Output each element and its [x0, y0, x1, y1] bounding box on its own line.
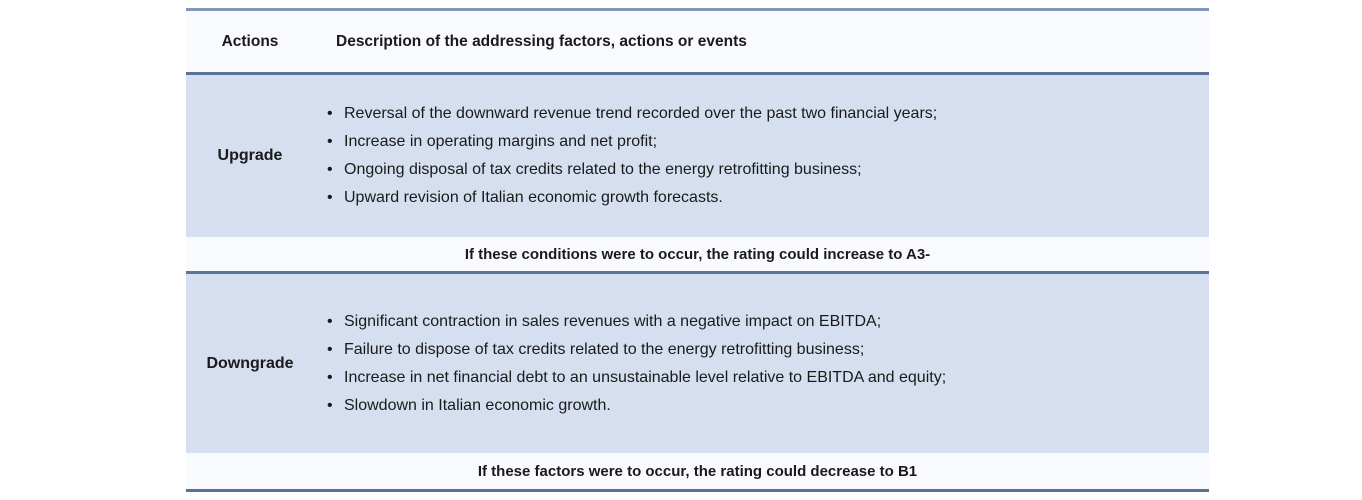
table-bottom-rule: [186, 489, 1209, 492]
downgrade-bullet-3: Increase in net financial debt to an uns…: [314, 364, 946, 392]
upgrade-bottom-rule: [186, 271, 1209, 274]
upgrade-label: Upgrade: [217, 147, 283, 164]
header-actions-cell: Actions: [221, 32, 279, 50]
header-description-cell: Description of the addressing factors, a…: [336, 32, 747, 50]
downgrade-bullet-list: Significant contraction in sales revenue…: [314, 308, 946, 420]
downgrade-note-band: If these factors were to occur, the rati…: [186, 453, 1209, 489]
downgrade-bullet-2: Failure to dispose of tax credits relate…: [314, 336, 946, 364]
rating-actions-table: Actions Description of the addressing fa…: [186, 8, 1209, 492]
upgrade-row: Upgrade Reversal of the downward revenue…: [186, 75, 1209, 237]
upgrade-bullet-1: Reversal of the downward revenue trend r…: [314, 100, 937, 128]
upgrade-bullet-list: Reversal of the downward revenue trend r…: [314, 100, 937, 212]
downgrade-label: Downgrade: [206, 354, 294, 372]
upgrade-bullet-2: Increase in operating margins and net pr…: [314, 128, 937, 156]
upgrade-description-cell: Reversal of the downward revenue trend r…: [314, 75, 1209, 237]
downgrade-row: Downgrade Significant contraction in sal…: [186, 274, 1209, 453]
header-bottom-rule: [186, 72, 1209, 75]
downgrade-bullet-1: Significant contraction in sales revenue…: [314, 308, 946, 336]
downgrade-description-cell: Significant contraction in sales revenue…: [314, 274, 1209, 453]
upgrade-bullet-4: Upward revision of Italian economic grow…: [314, 184, 937, 212]
downgrade-bullet-4: Slowdown in Italian economic growth.: [314, 392, 946, 420]
upgrade-note-band: If these conditions were to occur, the r…: [186, 237, 1209, 271]
upgrade-bullet-3: Ongoing disposal of tax credits related …: [314, 156, 937, 184]
table-header-row: Actions Description of the addressing fa…: [186, 11, 1209, 72]
